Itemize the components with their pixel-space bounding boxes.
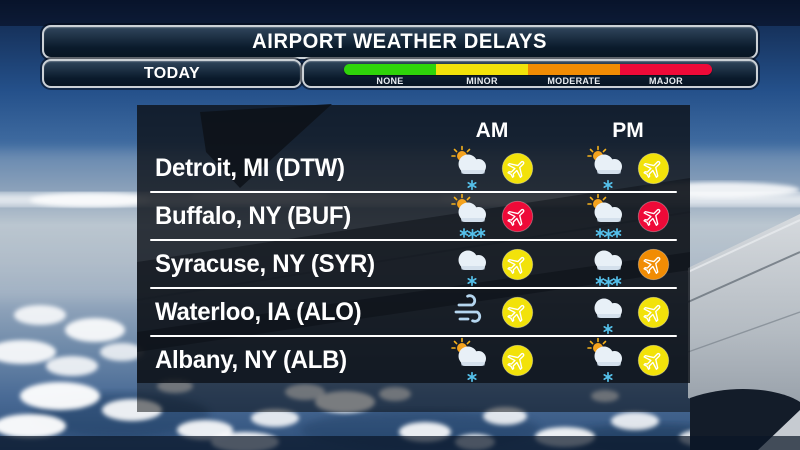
plane-delay-icon-major <box>501 200 534 232</box>
airport-table-body: Detroit, MI (DTW) Buffalo, NY (BUF) <box>137 145 690 383</box>
severity-segment-none <box>344 64 436 75</box>
weather-icon-partly-cloudy-light-snow <box>451 337 486 383</box>
severity-label-moderate: MODERATE <box>547 76 601 86</box>
weather-icon-partly-cloudy-light-snow <box>587 145 622 191</box>
table-row: Syracuse, NY (SYR) <box>137 241 690 287</box>
row-divider <box>150 335 677 337</box>
weather-icon-partly-cloudy-heavy-snow <box>587 193 622 239</box>
table-row: Detroit, MI (DTW) <box>137 145 690 191</box>
airport-label: Syracuse, NY (SYR) <box>155 249 375 278</box>
airport-label: Detroit, MI (DTW) <box>155 153 345 182</box>
weather-icon-partly-cloudy-heavy-snow <box>451 193 486 239</box>
plane-delay-icon-minor <box>637 344 670 376</box>
plane-delay-icon-minor <box>501 344 534 376</box>
pm-forecast-cell <box>584 145 672 191</box>
am-forecast-cell <box>448 193 536 239</box>
plane-delay-icon-minor <box>637 296 670 328</box>
timeframe-label: TODAY <box>143 64 201 82</box>
plane-delay-icon-major <box>637 200 670 232</box>
severity-label-minor: MINOR <box>466 76 498 86</box>
weather-icon-cloudy-heavy-snow <box>594 250 622 287</box>
am-forecast-cell <box>448 337 536 383</box>
table-row: Buffalo, NY (BUF) <box>137 193 690 239</box>
airport-delays-panel: AM PM Detroit, MI (DTW) Buffalo, NY (BUF… <box>137 105 690 383</box>
am-forecast-cell <box>448 145 536 191</box>
airport-label: Albany, NY (ALB) <box>155 345 347 374</box>
weather-icon-windy <box>454 294 482 323</box>
weather-icon-cloudy-light-snow <box>594 298 622 335</box>
plane-delay-icon-minor <box>501 248 534 280</box>
page-title: AIRPORT WEATHER DELAYS <box>252 30 548 53</box>
severity-segment-moderate <box>528 64 620 75</box>
plane-delay-icon-minor <box>501 296 534 328</box>
column-header-pm: PM <box>612 119 644 142</box>
am-forecast-cell <box>448 289 536 335</box>
plane-delay-icon-minor <box>501 152 534 184</box>
severity-labels: NONE MINOR MODERATE MAJOR <box>344 76 712 86</box>
row-divider <box>150 239 677 241</box>
airport-label: Waterloo, IA (ALO) <box>155 297 362 326</box>
table-row: Albany, NY (ALB) <box>137 337 690 383</box>
delay-severity-legend: NONE MINOR MODERATE MAJOR <box>302 59 758 88</box>
weather-icon-cloudy-light-snow <box>458 250 486 287</box>
weather-icon-partly-cloudy-light-snow <box>587 337 622 383</box>
severity-segment-major <box>620 64 712 75</box>
pm-forecast-cell <box>584 337 672 383</box>
row-divider <box>150 191 677 193</box>
table-header-row: AM PM <box>137 105 690 145</box>
weather-icon-partly-cloudy-light-snow <box>451 145 486 191</box>
table-row: Waterloo, IA (ALO) <box>137 289 690 335</box>
timeframe-tab-today[interactable]: TODAY <box>42 59 302 88</box>
pm-forecast-cell <box>584 289 672 335</box>
pm-forecast-cell <box>584 193 672 239</box>
pm-forecast-cell <box>584 241 672 287</box>
severity-segment-minor <box>436 64 528 75</box>
severity-scale-bar <box>344 64 712 75</box>
plane-delay-icon-moderate <box>637 248 670 280</box>
row-divider <box>150 287 677 289</box>
severity-label-major: MAJOR <box>648 76 683 86</box>
severity-label-none: NONE <box>376 76 404 86</box>
title-bar: AIRPORT WEATHER DELAYS <box>42 25 758 59</box>
airport-label: Buffalo, NY (BUF) <box>155 201 351 230</box>
am-forecast-cell <box>448 241 536 287</box>
column-header-am: AM <box>475 119 509 142</box>
plane-delay-icon-minor <box>637 152 670 184</box>
